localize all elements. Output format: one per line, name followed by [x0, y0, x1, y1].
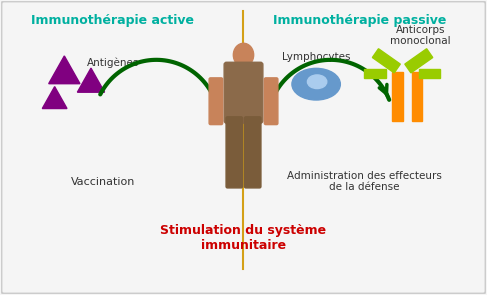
FancyBboxPatch shape — [226, 117, 243, 188]
Text: Vaccination: Vaccination — [71, 177, 135, 187]
Text: Antigènes: Antigènes — [87, 57, 139, 68]
Text: Immunothérapie passive: Immunothérapie passive — [273, 14, 447, 27]
Polygon shape — [412, 72, 422, 121]
Ellipse shape — [307, 75, 327, 88]
FancyBboxPatch shape — [244, 117, 261, 188]
Text: Administration des effecteurs
de la défense: Administration des effecteurs de la défe… — [287, 171, 442, 192]
Polygon shape — [373, 49, 400, 73]
Ellipse shape — [292, 68, 340, 100]
Polygon shape — [49, 56, 80, 84]
Text: Immunothérapie active: Immunothérapie active — [31, 14, 194, 27]
Polygon shape — [418, 69, 440, 78]
FancyBboxPatch shape — [209, 78, 223, 124]
Polygon shape — [77, 68, 105, 92]
Polygon shape — [364, 69, 386, 78]
Polygon shape — [42, 87, 67, 109]
Text: Lymphocytes: Lymphocytes — [282, 53, 350, 63]
FancyBboxPatch shape — [224, 62, 263, 123]
Text: Stimulation du système
immunitaire: Stimulation du système immunitaire — [160, 224, 327, 252]
Text: Anticorps
monoclonal: Anticorps monoclonal — [390, 25, 450, 46]
Polygon shape — [405, 49, 433, 73]
FancyBboxPatch shape — [264, 78, 278, 124]
Polygon shape — [392, 72, 403, 121]
Ellipse shape — [233, 43, 254, 67]
